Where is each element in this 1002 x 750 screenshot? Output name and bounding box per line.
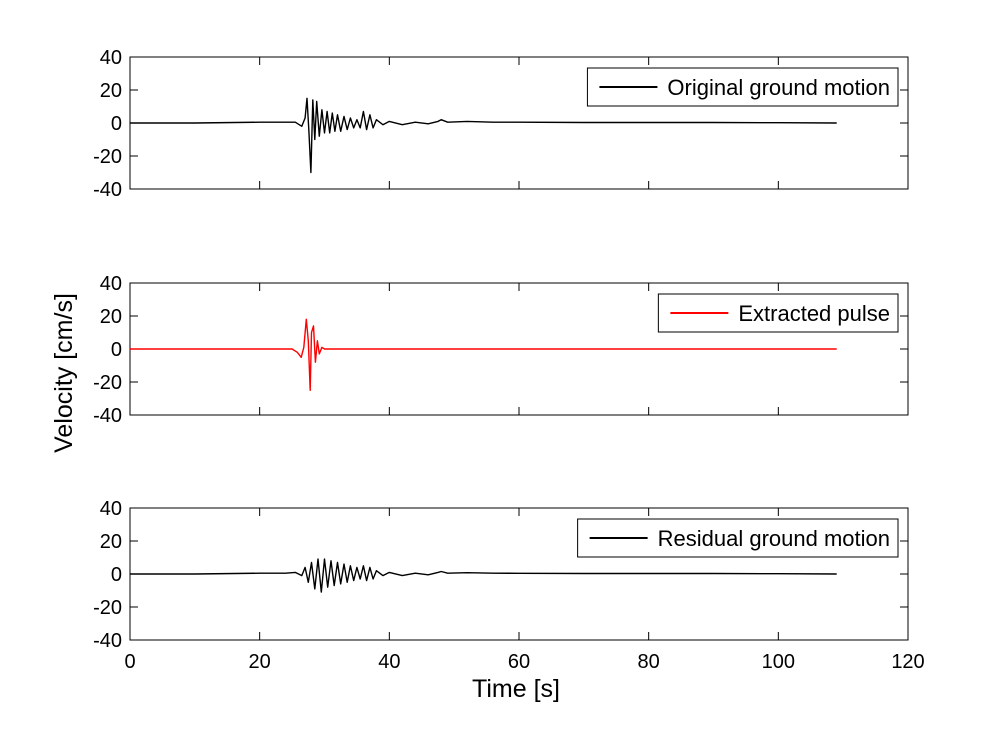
y-axis-label: Velocity [cm/s]: [50, 293, 78, 453]
y-tick-label: 20: [100, 306, 122, 328]
y-tick-label: 40: [100, 498, 122, 520]
y-tick-label: -40: [93, 405, 122, 427]
y-tick-label: -40: [93, 179, 122, 201]
y-tick-label: -20: [93, 146, 122, 168]
series-line-3: [130, 558, 837, 593]
legend-label: Extracted pulse: [738, 301, 890, 326]
panel-1: 40 20 0 -20 -40 Original ground motion: [93, 47, 909, 201]
panels: 40 20 0 -20 -40 Original ground motion 40 20 0 -2…: [93, 47, 925, 673]
x-tick-label: 80: [638, 651, 660, 673]
x-tick-label: 40: [378, 651, 400, 673]
x-tick-label: 60: [508, 651, 530, 673]
y-tick-label: 40: [100, 273, 122, 295]
y-tick-label: 0: [111, 339, 122, 361]
legend-label: Original ground motion: [667, 75, 890, 100]
y-tick-label: 20: [100, 531, 122, 553]
y-tick-label: -20: [93, 372, 122, 394]
x-axis-label: Time [s]: [472, 675, 560, 703]
y-tick-label: 20: [100, 80, 122, 102]
series-line-2: [130, 318, 837, 391]
y-tick-label: 0: [111, 113, 122, 135]
y-tick-label: 40: [100, 47, 122, 69]
panel-2: 40 20 0 -20 -40 Extracted pulse: [93, 273, 909, 427]
legend-box: [657, 293, 899, 333]
x-tick-label: 120: [891, 651, 924, 673]
series-line-1: [130, 97, 837, 174]
x-tick-label: 0: [124, 651, 135, 673]
x-tick-label: 20: [249, 651, 271, 673]
y-tick-label: -20: [93, 597, 122, 619]
y-tick-label: -40: [93, 630, 122, 652]
legend-label: Residual ground motion: [658, 526, 890, 551]
y-tick-label: 0: [111, 564, 122, 586]
x-tick-label: 100: [762, 651, 795, 673]
